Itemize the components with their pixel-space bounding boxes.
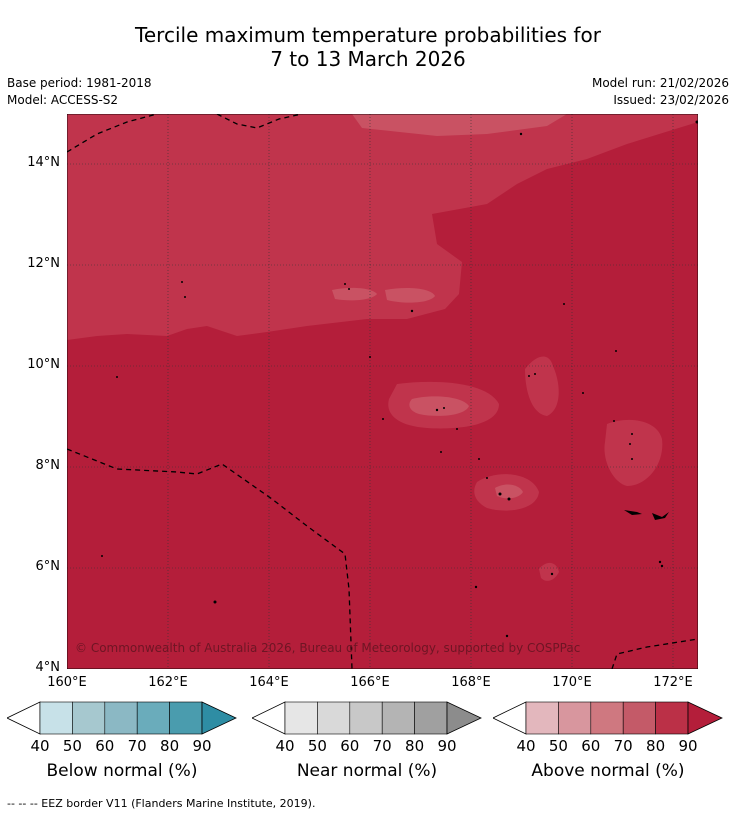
base-period: Base period: 1981-2018	[7, 76, 152, 90]
colorbar-tick-label: 50	[548, 737, 568, 755]
map-gridlines	[67, 114, 698, 669]
colorbar-segment	[349, 701, 383, 735]
colorbar-tick-label: 40	[30, 737, 50, 755]
colorbar-segment	[655, 701, 689, 735]
region-above-60-patch-b	[495, 484, 523, 499]
region-above-60-north	[352, 114, 567, 136]
xtick-164e: 164°E	[249, 675, 289, 690]
colorbar-segment	[169, 701, 203, 735]
probability-map: © Commonwealth of Australia 2026, Bureau…	[67, 114, 698, 669]
map-copyright: © Commonwealth of Australia 2026, Bureau…	[75, 641, 580, 655]
colorbar-segment	[558, 701, 592, 735]
region-above-70-patch-c	[604, 419, 663, 486]
eez-legend: -- -- -- EEZ border V11 (Flanders Marine…	[7, 797, 316, 810]
ytick-14n: 14°N	[27, 155, 60, 170]
ytick-10n: 10°N	[27, 357, 60, 372]
colorbar-overflow	[201, 701, 237, 735]
colorbar-title: Below normal (%)	[46, 761, 198, 781]
colorbar-segment	[590, 701, 624, 735]
colorbar-tick-label: 40	[275, 737, 295, 755]
region-above-70	[67, 114, 698, 340]
colorbar-underflow	[252, 701, 286, 735]
colorbar-tick-label: 80	[160, 737, 180, 755]
colorbar-segment	[381, 701, 415, 735]
colorbar-overflow	[446, 701, 482, 735]
islands	[101, 120, 698, 638]
ytick-8n: 8°N	[35, 458, 61, 473]
colorbar-tick-label: 90	[192, 737, 212, 755]
colorbar-tick-label: 60	[340, 737, 360, 755]
colorbar-tick-label: 90	[678, 737, 698, 755]
colorbar-1	[252, 701, 482, 735]
region-above-60-patch-d	[385, 288, 435, 303]
colorbar-segment	[525, 701, 559, 735]
colorbar-tick-label: 60	[581, 737, 601, 755]
ytick-12n: 12°N	[27, 256, 60, 271]
issued-date: Issued: 23/02/2026	[613, 93, 729, 107]
colorbar-tick-label: 50	[307, 737, 327, 755]
xtick-168e: 168°E	[451, 675, 491, 690]
xtick-170e: 170°E	[552, 675, 592, 690]
colorbar-title: Above normal (%)	[531, 761, 685, 781]
colorbar-tick-label: 90	[437, 737, 457, 755]
colorbar-segment	[104, 701, 138, 735]
ytick-4n: 4°N	[35, 660, 61, 675]
model-name: Model: ACCESS-S2	[7, 93, 119, 107]
colorbar-segment	[317, 701, 351, 735]
colorbar-0	[7, 701, 237, 735]
colorbar-tick-label: 70	[372, 737, 392, 755]
colorbar-segment	[136, 701, 170, 735]
chart-title-line2: 7 to 13 March 2026	[270, 47, 466, 71]
colorbar-segment	[39, 701, 73, 735]
region-above-70-patch-d	[525, 356, 559, 416]
colorbar-segment	[284, 701, 318, 735]
xtick-172e: 172°E	[653, 675, 693, 690]
xtick-166e: 166°E	[350, 675, 390, 690]
ytick-6n: 6°N	[35, 559, 61, 574]
colorbar-title: Near normal (%)	[296, 761, 438, 781]
colorbar-segment	[622, 701, 656, 735]
colorbar-tick-label: 80	[405, 737, 425, 755]
colorbar-underflow	[493, 701, 527, 735]
colorbar-segment	[72, 701, 106, 735]
xtick-162e: 162°E	[148, 675, 188, 690]
colorbar-tick-label: 60	[95, 737, 115, 755]
colorbar-tick-label: 50	[62, 737, 82, 755]
colorbar-2	[493, 701, 723, 735]
chart-title-line1: Tercile maximum temperature probabilitie…	[135, 23, 601, 47]
model-run: Model run: 21/02/2026	[591, 76, 729, 90]
region-above-60-patch-a	[409, 396, 469, 416]
colorbar-underflow	[7, 701, 41, 735]
colorbar-tick-label: 40	[516, 737, 536, 755]
colorbar-tick-label: 80	[646, 737, 666, 755]
eez-borders	[67, 114, 698, 669]
colorbar-tick-label: 70	[127, 737, 147, 755]
region-above-60-patch-c	[332, 287, 377, 301]
region-above-70-patch-e	[539, 562, 559, 581]
colorbar-tick-label: 70	[613, 737, 633, 755]
xtick-160e: 160°E	[47, 675, 87, 690]
colorbar-segment	[414, 701, 448, 735]
colorbar-overflow	[687, 701, 723, 735]
